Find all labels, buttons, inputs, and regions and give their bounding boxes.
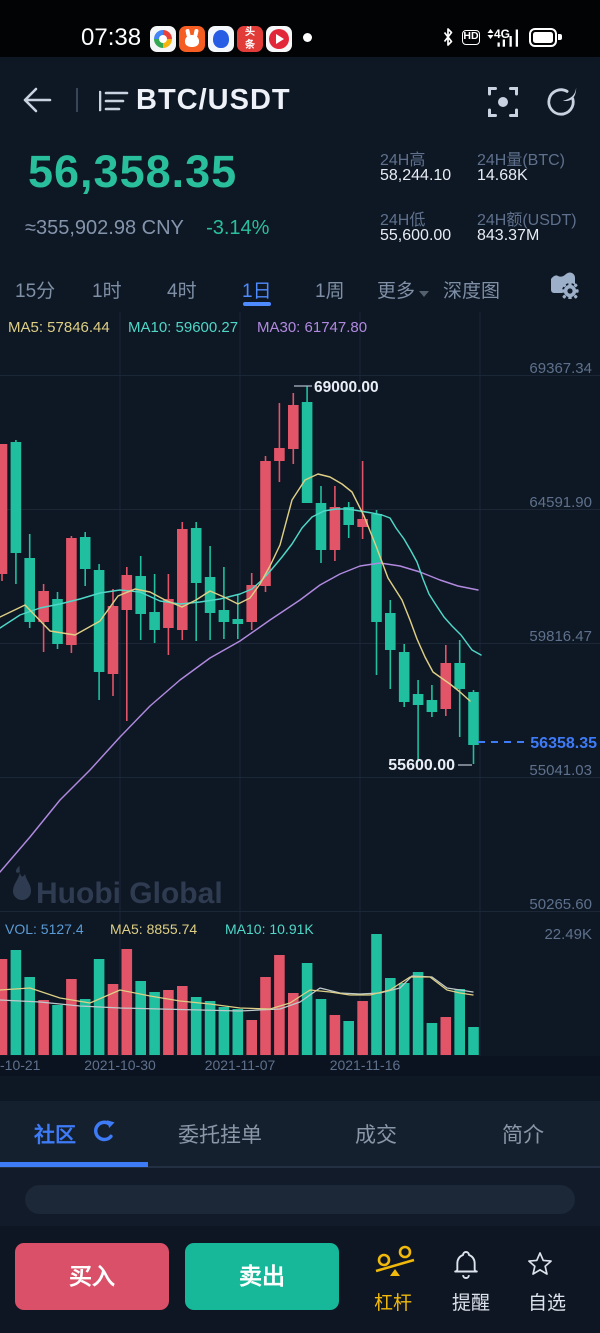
svg-text:MA10: 10.91K: MA10: 10.91K bbox=[225, 921, 314, 937]
svg-text:50265.60: 50265.60 bbox=[529, 896, 592, 913]
svg-text:2021-10-30: 2021-10-30 bbox=[84, 1057, 156, 1073]
svg-text:2021-11-16: 2021-11-16 bbox=[330, 1057, 401, 1073]
svg-text:64591.90: 64591.90 bbox=[529, 494, 592, 511]
svg-text:MA5: 8855.74: MA5: 8855.74 bbox=[110, 921, 197, 937]
svg-text:Huobi Global: Huobi Global bbox=[36, 877, 223, 910]
svg-text:MA30: 61747.80: MA30: 61747.80 bbox=[257, 319, 367, 336]
svg-text:MA10: 59600.27: MA10: 59600.27 bbox=[128, 319, 238, 336]
svg-text:MA5: 57846.44: MA5: 57846.44 bbox=[8, 319, 110, 336]
svg-text:-10-21: -10-21 bbox=[0, 1057, 41, 1073]
svg-text:22.49K: 22.49K bbox=[544, 926, 592, 943]
svg-text:VOL: 5127.4: VOL: 5127.4 bbox=[5, 921, 84, 937]
svg-text:59816.47: 59816.47 bbox=[529, 628, 592, 645]
svg-text:2021-11-07: 2021-11-07 bbox=[205, 1057, 276, 1073]
svg-text:69000.00: 69000.00 bbox=[314, 379, 379, 396]
svg-text:55600.00: 55600.00 bbox=[388, 757, 455, 774]
svg-text:69367.34: 69367.34 bbox=[529, 360, 592, 377]
svg-text:55041.03: 55041.03 bbox=[529, 762, 592, 779]
svg-text:56358.35: 56358.35 bbox=[530, 735, 597, 752]
